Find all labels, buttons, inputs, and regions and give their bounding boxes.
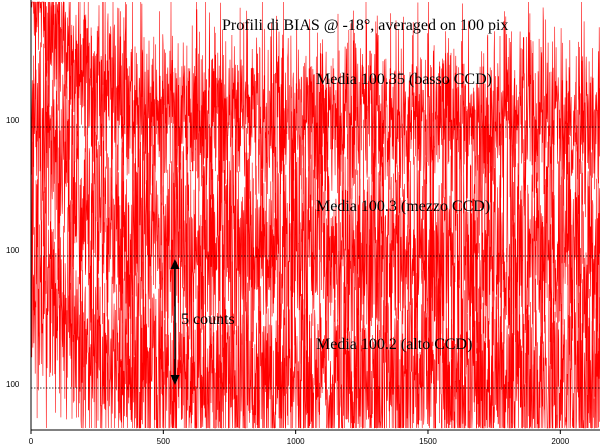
series-line xyxy=(30,141,600,429)
counts-annotation-label: 5 counts xyxy=(181,311,235,328)
x-tick-label: 1500 xyxy=(419,437,437,446)
baseline-label-basso: 100 xyxy=(6,116,20,125)
series-label-basso: Media 100.35 (basso CCD) xyxy=(316,71,492,88)
series-label-mezzo: Media 100.3 (mezzo CCD) xyxy=(316,198,490,215)
baseline-label-mezzo: 100 xyxy=(6,246,20,255)
baseline-label-alto: 100 xyxy=(6,380,20,389)
series-layer xyxy=(30,1,600,429)
series-line xyxy=(30,37,600,429)
x-tick-label: 500 xyxy=(157,437,171,446)
counts-arrow-head-up xyxy=(170,259,180,269)
baseline-layer xyxy=(31,126,600,389)
counts-annotation: 5 counts xyxy=(170,259,235,385)
x-tick-label: 1000 xyxy=(287,437,305,446)
series-label-alto: Media 100.2 (alto CCD) xyxy=(316,336,472,353)
x-ticks: 0 500 1000 1500 2000 xyxy=(29,430,570,446)
counts-arrow-head-down xyxy=(170,375,180,385)
x-tick-label: 0 xyxy=(29,437,34,446)
x-tick-label: 2000 xyxy=(551,437,569,446)
chart-title: Profili di BIAS @ -18°, averaged on 100 … xyxy=(222,17,508,34)
